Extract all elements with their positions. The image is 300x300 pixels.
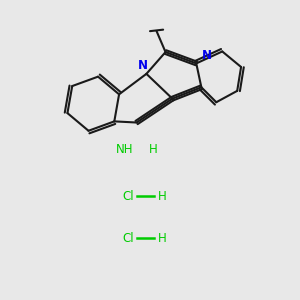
- Text: N: N: [202, 49, 212, 62]
- Text: H: H: [158, 232, 166, 244]
- Text: H: H: [158, 190, 166, 203]
- Text: N: N: [138, 59, 148, 72]
- Text: NH: NH: [116, 143, 134, 156]
- Text: Cl: Cl: [122, 232, 134, 244]
- Text: Cl: Cl: [122, 190, 134, 203]
- Text: H: H: [148, 143, 158, 156]
